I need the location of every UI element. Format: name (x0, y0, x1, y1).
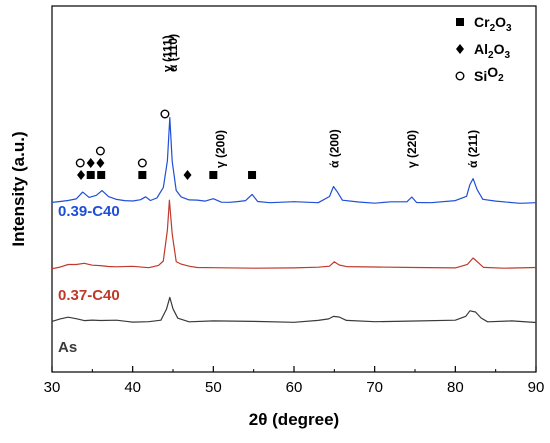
peak-label: ά (200) (327, 129, 341, 168)
x-axis-ticks: 30 40 50 60 70 80 90 (44, 366, 545, 396)
series-lines (51, 116, 537, 324)
circle-marker (160, 109, 170, 119)
diamond-marker (183, 170, 192, 180)
circle-marker (95, 146, 105, 156)
x-tick-label: 80 (447, 379, 464, 396)
y-axis-label: Intensity (a.u.) (9, 131, 28, 246)
peak-label: ά (110) (166, 34, 180, 72)
square-marker (248, 171, 257, 179)
legend-diamond-icon (456, 44, 464, 54)
peak-label: γ (200) (214, 130, 228, 168)
x-axis-label: 2θ (degree) (249, 410, 339, 429)
series-labels: 0.39-C40 0.37-C40 As (58, 203, 120, 356)
series-label: As (58, 339, 77, 356)
square-marker (97, 171, 106, 179)
peak-label: γ (111) (160, 35, 174, 72)
square-marker (86, 171, 95, 179)
x-tick-label: 30 (44, 379, 61, 396)
legend-label: SiO2 (474, 64, 504, 84)
peak-label: γ (220) (405, 130, 419, 168)
circle-marker (75, 158, 85, 168)
series-label: 0.37-C40 (58, 287, 120, 304)
legend-label: Cr2O3 (474, 14, 512, 34)
diamond-marker (86, 158, 95, 168)
series-line-3 (51, 296, 537, 324)
x-tick-label: 70 (366, 379, 383, 396)
square-marker (138, 171, 147, 179)
phase-markers (75, 109, 257, 180)
x-tick-label: 40 (124, 379, 141, 396)
circle-marker (137, 158, 147, 168)
legend-square-icon (456, 18, 464, 26)
series-line-1 (51, 116, 537, 204)
diamond-marker (77, 170, 86, 180)
x-tick-label: 60 (286, 379, 303, 396)
peak-label: ά (211) (466, 130, 480, 168)
series-label: 0.39-C40 (58, 203, 120, 220)
legend-circle-icon (455, 71, 465, 81)
diamond-marker (96, 158, 105, 168)
legend-label: Al2O3 (474, 41, 510, 61)
x-tick-label: 90 (528, 379, 545, 396)
series-line-2 (51, 199, 537, 270)
legend: Cr2O3 Al2O3 SiO2 (455, 14, 512, 84)
square-marker (209, 171, 218, 179)
x-tick-label: 50 (205, 379, 222, 396)
peak-labels: γ (111)ά (110) γ (200) ά (200) γ (220) ά (21… (160, 34, 480, 168)
